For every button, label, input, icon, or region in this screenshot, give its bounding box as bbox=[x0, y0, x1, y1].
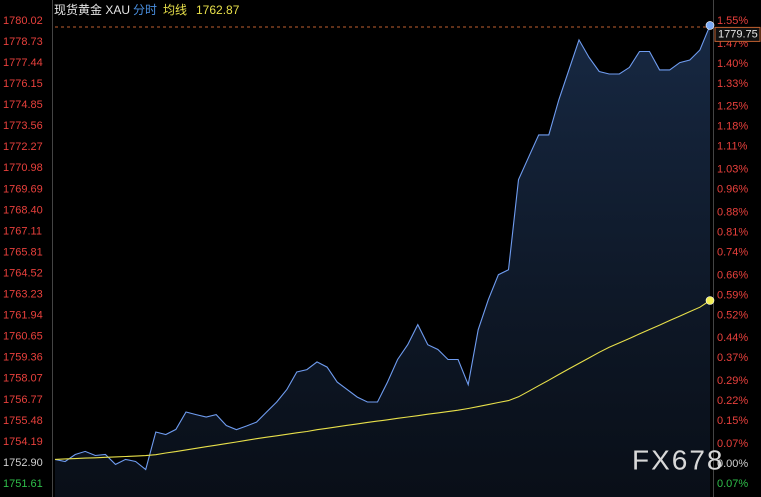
y2-tick-label: 0.07% bbox=[717, 438, 748, 450]
y2-tick-label: 1.55% bbox=[717, 15, 748, 27]
y-tick-label: 1774.85 bbox=[3, 99, 43, 111]
watermark: FX678 bbox=[632, 444, 725, 475]
y-tick-label: 1763.23 bbox=[3, 289, 43, 301]
y2-tick-label: 0.81% bbox=[717, 226, 748, 238]
y2-tick-label: 1.03% bbox=[717, 164, 748, 176]
y2-tick-label: 0.96% bbox=[717, 184, 748, 196]
y-tick-label: 1754.19 bbox=[3, 436, 43, 448]
y-tick-label: 1756.77 bbox=[3, 394, 43, 406]
y-tick-label: 1760.65 bbox=[3, 331, 43, 343]
y2-tick-label: 0.29% bbox=[717, 375, 748, 387]
last-price-label: 1779.75 bbox=[718, 28, 758, 40]
y-tick-label: 1759.36 bbox=[3, 352, 43, 364]
y-tick-label: 1776.15 bbox=[3, 78, 43, 90]
y2-tick-label: 0.88% bbox=[717, 206, 748, 218]
y-tick-label: 1751.61 bbox=[3, 478, 43, 490]
y-tick-label: 1777.44 bbox=[3, 57, 43, 69]
y2-tick-label: 0.07% bbox=[717, 478, 748, 490]
y2-tick-label: 0.37% bbox=[717, 352, 748, 364]
y-tick-label: 1761.94 bbox=[3, 310, 43, 322]
y-tick-label: 1752.90 bbox=[3, 457, 43, 469]
y-tick-label: 1764.52 bbox=[3, 268, 43, 280]
y-tick-label: 1767.11 bbox=[3, 225, 42, 237]
y-tick-label: 1755.48 bbox=[3, 415, 43, 427]
y-tick-label: 1773.56 bbox=[3, 120, 43, 132]
price-line bbox=[54, 25, 711, 471]
y-tick-label: 1780.02 bbox=[3, 15, 43, 27]
y-tick-label: 1778.73 bbox=[3, 36, 43, 48]
y-tick-label: 1758.07 bbox=[3, 373, 43, 385]
last-price-box bbox=[714, 26, 761, 42]
end-dot bbox=[705, 296, 715, 305]
chart-title: 现货黄金 XAU bbox=[54, 2, 130, 17]
y2-tick-label: 1.25% bbox=[717, 101, 748, 113]
y2-tick-label: 0.59% bbox=[717, 289, 748, 301]
y-tick-label: 1772.27 bbox=[3, 141, 43, 153]
y2-tick-label: 0.52% bbox=[717, 309, 748, 321]
average-value: 1762.87 bbox=[196, 3, 240, 17]
legend-price: 分时 bbox=[133, 3, 157, 17]
y-tick-label: 1770.98 bbox=[3, 162, 43, 174]
y2-tick-label: 1.40% bbox=[717, 58, 748, 70]
y-tick-label: 1769.69 bbox=[3, 183, 43, 195]
y2-tick-label: 1.11% bbox=[717, 141, 748, 153]
y-tick-label: 1765.81 bbox=[3, 246, 43, 258]
y2-tick-label: 0.15% bbox=[717, 415, 748, 427]
y2-tick-label: 1.18% bbox=[717, 121, 748, 133]
y2-tick-label: 1.33% bbox=[717, 78, 748, 90]
legend-average: 均线 bbox=[163, 3, 187, 17]
y2-tick-label: 0.44% bbox=[717, 332, 748, 344]
y-tick-label: 1768.40 bbox=[3, 204, 43, 216]
end-dot bbox=[705, 21, 715, 30]
y2-tick-label: 0.22% bbox=[717, 395, 748, 407]
y2-tick-label: 0.66% bbox=[717, 269, 748, 281]
average-line bbox=[54, 300, 711, 460]
price-area bbox=[55, 25, 710, 497]
y2-tick-label: 0.74% bbox=[717, 246, 748, 258]
y2-tick-label: 0.00% bbox=[717, 458, 748, 470]
